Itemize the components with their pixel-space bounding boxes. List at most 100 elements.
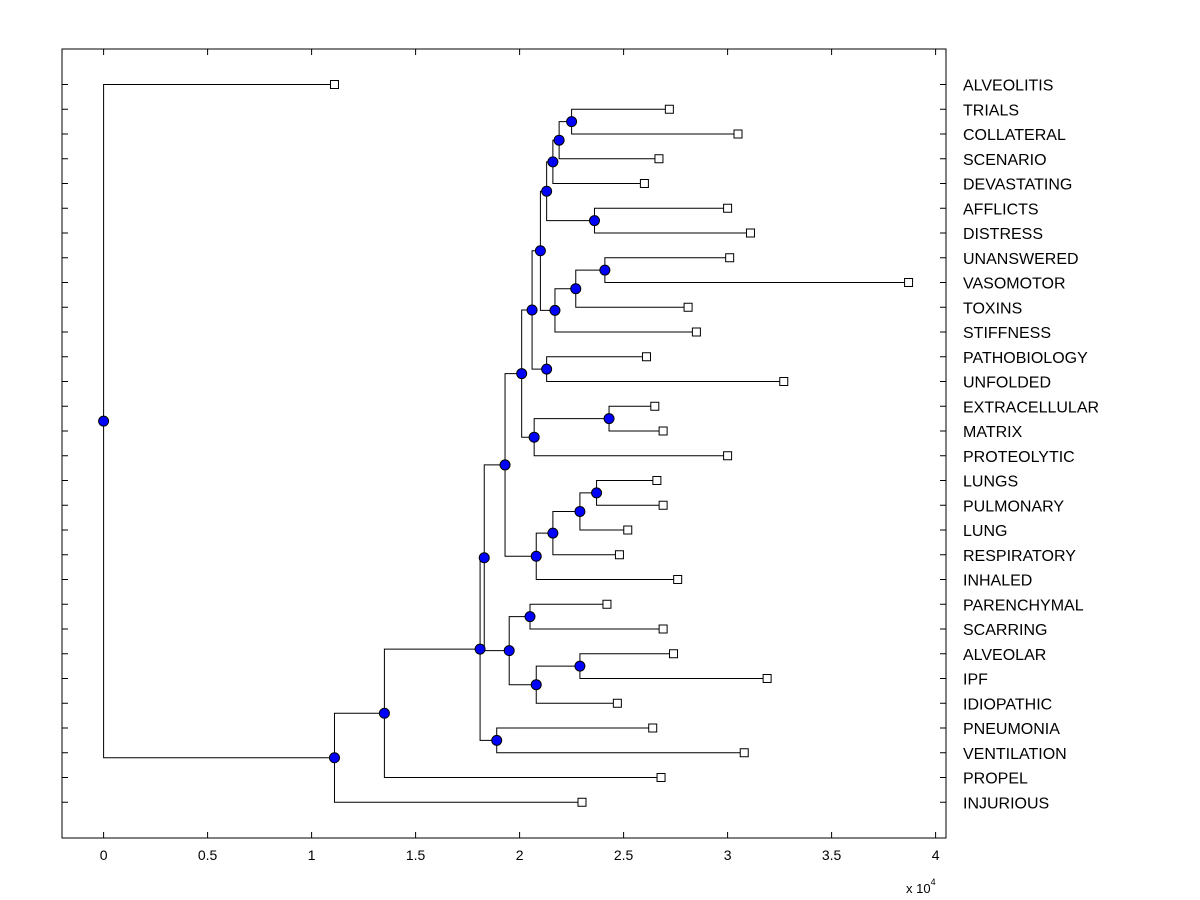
node-n25: [328, 752, 340, 764]
leaf-label-respiratory: RESPIRATORY: [963, 548, 1076, 565]
link-n10-L15: [533, 437, 728, 457]
node-n0: [98, 415, 110, 427]
leaf-alveolar: [669, 649, 679, 659]
leaf-pathobiology: [641, 352, 651, 362]
node-n19: [524, 611, 536, 623]
leaf-pneumonia: [648, 723, 658, 733]
leaf-ipf: [762, 674, 772, 683]
link-n16-n12: [504, 373, 522, 465]
leaf-labels: ALVEOLITIS TRIALS COLLATERAL SCENARIO DEVAST…: [963, 78, 1099, 813]
node-n20: [530, 679, 542, 691]
link-n4-n1b: [546, 191, 595, 222]
leaf-label-pneumonia: PNEUMONIA: [963, 721, 1060, 738]
node-n13: [574, 505, 586, 517]
node-n15: [530, 550, 542, 562]
link-n17-n16: [483, 464, 506, 558]
leaf-label-distress: DISTRESS: [963, 226, 1043, 243]
leaf-label-unfolded: UNFOLDED: [963, 375, 1051, 392]
link-n0-L0: [103, 84, 335, 422]
node-n9: [526, 304, 538, 316]
link-n20-n18: [535, 665, 580, 685]
node-n7: [534, 245, 546, 257]
leaf-toxins: [683, 302, 693, 312]
node-n23: [474, 643, 486, 655]
leaf-label-afflicts: AFFLICTS: [963, 201, 1039, 218]
leaf-trials: [664, 104, 674, 114]
leaf-label-devastating: DEVASTATING: [963, 177, 1072, 194]
leaf-label-scarring: SCARRING: [963, 622, 1047, 639]
x-tick-label: 3: [724, 847, 732, 863]
leaf-alveolitis: [329, 80, 339, 89]
node-n8: [603, 413, 615, 425]
leaf-label-parenchymal: PARENCHYMAL: [963, 597, 1084, 614]
leaf-lungs: [652, 476, 662, 485]
leaf-devastating: [639, 179, 649, 188]
x-tick-label: 2: [516, 847, 524, 863]
leaf-vasomotor: [904, 278, 914, 287]
link-n1a-L3: [558, 140, 659, 160]
link-n23-n22: [479, 649, 497, 741]
leaf-label-scenario: SCENARIO: [963, 152, 1047, 169]
dendrogram-leaves: [329, 80, 914, 807]
leaf-stiffness: [691, 327, 701, 337]
leaf-label-injurious: INJURIOUS: [963, 795, 1049, 812]
node-n17: [478, 552, 490, 564]
x-tick-labels: 0 0.5 1 1.5 2 2.5 3 3.5 4: [100, 847, 940, 863]
leaf-label-lungs: LUNGS: [963, 474, 1018, 491]
leaf-unanswered: [725, 253, 735, 263]
leaf-label-ventilation: VENTILATION: [963, 746, 1067, 763]
leaf-lung: [623, 525, 633, 535]
link-n15-L20: [535, 556, 678, 580]
node-n1: [547, 156, 559, 168]
leaf-scarring: [658, 624, 668, 634]
x-exponent-power: 4: [931, 877, 936, 887]
leaf-extracellular: [650, 401, 660, 411]
leaf-label-stiffness: STIFFNESS: [963, 325, 1051, 342]
link-n5-L10: [554, 310, 697, 333]
link-n15-n14: [535, 532, 553, 557]
node-n11: [591, 487, 603, 499]
leaf-label-unanswered: UNANSWERED: [963, 251, 1079, 268]
x-tick-label: 3.5: [822, 847, 842, 863]
node-n1c: [566, 116, 578, 128]
link-n3-L9: [575, 288, 689, 308]
link-n13-L18: [579, 511, 628, 531]
link-n13-n11: [579, 492, 597, 512]
node-n14: [547, 527, 559, 539]
leaf-label-pathobiology: PATHOBIOLOGY: [963, 350, 1088, 367]
node-n22: [491, 734, 503, 746]
leaf-label-alveolar: ALVEOLAR: [963, 647, 1046, 664]
x-tick-label: 1.5: [406, 847, 426, 863]
leaf-label-matrix: MATRIX: [963, 424, 1023, 441]
leaf-ventilation: [739, 748, 749, 758]
link-n25-L29: [333, 757, 582, 803]
link-n5-n3: [554, 288, 576, 311]
link-n21-n20: [508, 650, 537, 686]
leaf-pulmonary: [658, 500, 668, 510]
node-n16: [499, 459, 511, 471]
link-n14-L19: [552, 533, 620, 556]
node-n12: [516, 368, 528, 380]
leaf-label-proteolytic: PROTEOLYTIC: [963, 449, 1075, 466]
leaf-label-trials: TRIALS: [963, 102, 1019, 119]
node-n3: [570, 283, 582, 295]
axis-ticks: [62, 49, 946, 838]
x-tick-label: 2.5: [614, 847, 634, 863]
link-n20-L25: [535, 684, 618, 704]
link-n21-n19: [508, 616, 530, 651]
link-n25-n24: [333, 712, 385, 758]
leaf-respiratory: [614, 550, 624, 560]
link-n3-n2: [575, 269, 605, 289]
leaf-injurious: [577, 797, 587, 807]
link-n14-n13: [552, 510, 580, 534]
leaf-label-alveolitis: ALVEOLITIS: [963, 78, 1053, 95]
leaf-collateral: [733, 129, 743, 139]
x-tick-label: 4: [932, 847, 940, 863]
leaf-parenchymal: [602, 599, 612, 609]
leaf-proteolytic: [723, 451, 733, 461]
node-n1b: [588, 215, 600, 227]
x-tick-label: 0.5: [198, 847, 218, 863]
leaf-unfolded: [779, 377, 789, 386]
leaf-label-collateral: COLLATERAL: [963, 127, 1066, 144]
